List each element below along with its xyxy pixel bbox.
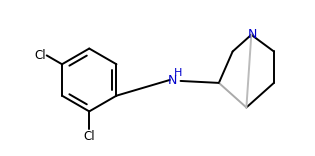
Text: Cl: Cl: [34, 49, 46, 62]
Text: N: N: [168, 74, 177, 88]
Text: N: N: [248, 28, 257, 41]
Text: H: H: [174, 68, 182, 78]
Text: Cl: Cl: [83, 130, 95, 143]
